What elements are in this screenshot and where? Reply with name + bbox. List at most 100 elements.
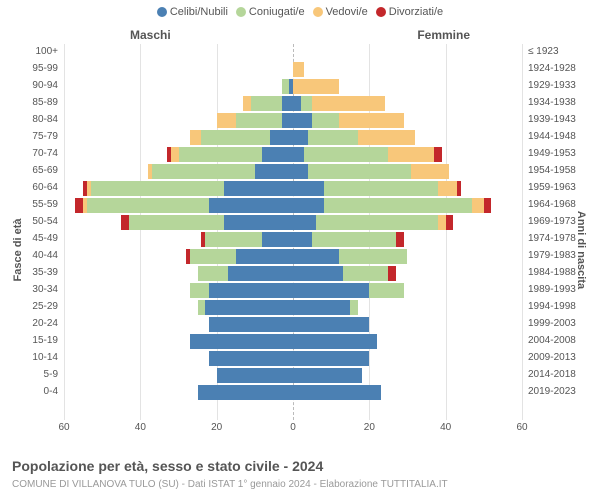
bar-male-ved [171, 147, 179, 162]
legend-item: Divorziati/e [376, 6, 443, 18]
bar-male-ved [190, 130, 201, 145]
bar-female-cel [293, 130, 308, 145]
bar-male-con [198, 300, 206, 315]
age-label: 70-74 [18, 148, 58, 159]
x-tick: 20 [211, 422, 222, 433]
birth-label: 1924-1928 [528, 63, 588, 74]
bar-female-cel [293, 198, 324, 213]
bar-female-ved [293, 62, 304, 77]
bar-male-div [75, 198, 83, 213]
age-label: 90-94 [18, 80, 58, 91]
bar-female-cel [293, 232, 312, 247]
age-label: 80-84 [18, 114, 58, 125]
age-row: 95-991924-1928 [64, 61, 522, 78]
bar-male-con [198, 266, 229, 281]
birth-label: 2009-2013 [528, 352, 588, 363]
x-axis: 6040200204060 [64, 422, 522, 440]
bar-male-con [190, 249, 236, 264]
age-row: 85-891934-1938 [64, 95, 522, 112]
bar-male-cel [282, 113, 293, 128]
birth-label: 1944-1948 [528, 131, 588, 142]
birth-label: 1964-1968 [528, 199, 588, 210]
bar-female-ved [293, 79, 339, 94]
male-header: Maschi [130, 28, 171, 42]
bar-male-con [201, 130, 270, 145]
legend-swatch [236, 7, 246, 17]
age-label: 45-49 [18, 233, 58, 244]
age-label: 30-34 [18, 284, 58, 295]
bar-female-con [369, 283, 403, 298]
bar-male-ved [83, 198, 87, 213]
age-row: 40-441979-1983 [64, 248, 522, 265]
legend-label: Divorziati/e [389, 6, 443, 18]
plot-area: 100+≤ 192395-991924-192890-941929-193385… [64, 44, 522, 420]
bar-female-cel [293, 113, 312, 128]
bar-female-con [312, 113, 339, 128]
bar-female-div [396, 232, 404, 247]
legend-label: Coniugati/e [249, 6, 305, 18]
bar-male-ved [148, 164, 152, 179]
birth-label: 1939-1943 [528, 114, 588, 125]
birth-label: 1979-1983 [528, 250, 588, 261]
bar-male-con [91, 181, 225, 196]
legend-swatch [376, 7, 386, 17]
legend-label: Vedovi/e [326, 6, 368, 18]
age-row: 100+≤ 1923 [64, 44, 522, 61]
age-label: 65-69 [18, 165, 58, 176]
age-row: 65-691954-1958 [64, 163, 522, 180]
bar-female-ved [438, 181, 457, 196]
birth-label: 1984-1988 [528, 267, 588, 278]
bar-male-con [282, 79, 290, 94]
bar-female-ved [438, 215, 446, 230]
age-row: 15-192004-2008 [64, 333, 522, 350]
birth-label: 1954-1958 [528, 165, 588, 176]
x-tick: 0 [290, 422, 296, 433]
age-row: 10-142009-2013 [64, 350, 522, 367]
bar-female-ved [388, 147, 434, 162]
age-row: 35-391984-1988 [64, 265, 522, 282]
bar-female-cel [293, 334, 377, 349]
birth-label: 1999-2003 [528, 318, 588, 329]
bar-male-div [167, 147, 171, 162]
age-label: 25-29 [18, 301, 58, 312]
age-row: 55-591964-1968 [64, 197, 522, 214]
age-label: 60-64 [18, 182, 58, 193]
age-row: 70-741949-1953 [64, 146, 522, 163]
bar-female-con [343, 266, 389, 281]
bar-female-cel [293, 283, 369, 298]
bar-male-cel [224, 181, 293, 196]
bar-male-cel [217, 368, 293, 383]
bar-female-con [312, 232, 396, 247]
birth-label: 1929-1933 [528, 80, 588, 91]
x-tick: 60 [58, 422, 69, 433]
bar-male-div [121, 215, 129, 230]
birth-label: 1989-1993 [528, 284, 588, 295]
birth-label: 2014-2018 [528, 369, 588, 380]
age-label: 50-54 [18, 216, 58, 227]
grid-line [522, 44, 523, 420]
bar-male-cel [262, 147, 293, 162]
birth-label: 1934-1938 [528, 97, 588, 108]
birth-label: 1994-1998 [528, 301, 588, 312]
bar-male-cel [236, 249, 293, 264]
age-label: 15-19 [18, 335, 58, 346]
bar-male-cel [270, 130, 293, 145]
bar-female-con [304, 147, 388, 162]
age-row: 50-541969-1973 [64, 214, 522, 231]
bar-male-con [236, 113, 282, 128]
age-row: 5-92014-2018 [64, 367, 522, 384]
bar-female-con [324, 198, 473, 213]
legend-label: Celibi/Nubili [170, 6, 228, 18]
bar-female-ved [472, 198, 483, 213]
age-label: 10-14 [18, 352, 58, 363]
bar-male-con [190, 283, 209, 298]
bar-female-div [457, 181, 461, 196]
bar-female-cel [293, 147, 304, 162]
age-row: 75-791944-1948 [64, 129, 522, 146]
bar-male-cel [209, 351, 293, 366]
birth-label: 2004-2008 [528, 335, 588, 346]
age-label: 55-59 [18, 199, 58, 210]
bar-male-div [83, 181, 87, 196]
birth-label: 2019-2023 [528, 386, 588, 397]
bar-female-ved [411, 164, 449, 179]
